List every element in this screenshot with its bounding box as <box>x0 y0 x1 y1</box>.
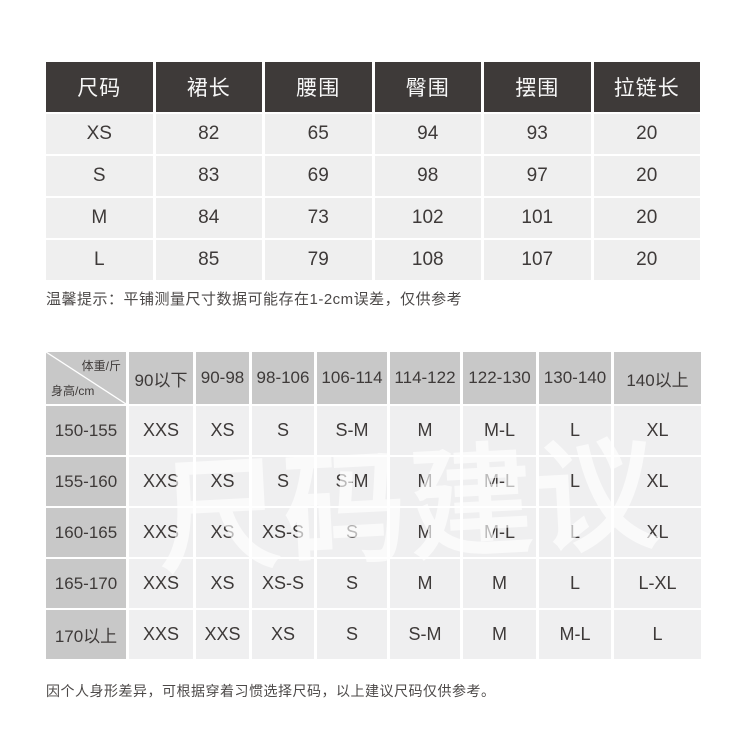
table-cell: 107 <box>484 240 591 280</box>
size-cell: XXS <box>129 457 193 506</box>
size-cell: S <box>317 610 387 659</box>
table-cell: 73 <box>265 198 372 238</box>
size-cell: XS <box>252 610 314 659</box>
table-cell: 93 <box>484 114 591 154</box>
size-cell: XXS <box>129 610 193 659</box>
table-cell: 69 <box>265 156 372 196</box>
weight-header: 114-122 <box>390 352 460 404</box>
corner-header-cell: 体重/斤 身高/cm <box>46 352 126 404</box>
measurement-header-hip: 臀围 <box>374 62 481 112</box>
height-row-header: 165-170 <box>46 559 126 608</box>
diagonal-divider-line <box>46 352 126 404</box>
size-cell: XS <box>196 559 249 608</box>
weight-header: 90以下 <box>129 352 193 404</box>
size-cell: XXS <box>129 508 193 557</box>
size-cell: XL <box>614 457 701 506</box>
size-cell: S-M <box>317 457 387 506</box>
weight-header: 98-106 <box>252 352 314 404</box>
size-cell: XL <box>614 406 701 455</box>
size-cell: L <box>539 406 611 455</box>
footnote: 因个人身形差异，可根据穿着习惯选择尺码，以上建议尺码仅供参考。 <box>46 683 496 699</box>
size-cell: S-M <box>317 406 387 455</box>
table-cell: 20 <box>593 198 700 238</box>
height-row-header: 160-165 <box>46 508 126 557</box>
table-cell: 79 <box>265 240 372 280</box>
measurement-header-size: 尺码 <box>46 62 153 112</box>
corner-height-label: 身高/cm <box>51 384 95 398</box>
measurement-table: 尺码 裙长 腰围 臀围 摆围 拉链长 XS 82 65 94 93 20 S 8… <box>46 62 700 280</box>
measurement-header-waist: 腰围 <box>265 62 372 112</box>
size-cell: M <box>463 559 536 608</box>
size-cell: XS-S <box>252 559 314 608</box>
size-cell: M-L <box>463 457 536 506</box>
size-cell: M-L <box>463 406 536 455</box>
size-cell: M <box>390 406 460 455</box>
table-cell: 102 <box>374 198 481 238</box>
size-cell: M-L <box>539 610 611 659</box>
weight-header: 122-130 <box>463 352 536 404</box>
size-cell: L <box>539 457 611 506</box>
table-cell: M <box>46 198 153 238</box>
size-cell: L-XL <box>614 559 701 608</box>
size-suggestion-table: 体重/斤 身高/cm 90以下 90-98 98-106 106-114 114… <box>46 352 701 659</box>
size-cell: XXS <box>129 559 193 608</box>
size-cell: XS-S <box>252 508 314 557</box>
table-cell: 108 <box>374 240 481 280</box>
measurement-header-skirt-length: 裙长 <box>155 62 262 112</box>
table-cell: 97 <box>484 156 591 196</box>
table-cell: 84 <box>155 198 262 238</box>
weight-header: 140以上 <box>614 352 701 404</box>
table-cell: S <box>46 156 153 196</box>
table-cell: L <box>46 240 153 280</box>
weight-header: 90-98 <box>196 352 249 404</box>
size-cell: L <box>614 610 701 659</box>
table-cell: 83 <box>155 156 262 196</box>
size-cell: S-M <box>390 610 460 659</box>
table-cell: 101 <box>484 198 591 238</box>
size-cell: XS <box>196 457 249 506</box>
table-cell: 85 <box>155 240 262 280</box>
size-cell: L <box>539 508 611 557</box>
table-cell: 20 <box>593 240 700 280</box>
measurement-header-hem: 摆围 <box>484 62 591 112</box>
size-cell: L <box>539 559 611 608</box>
size-cell: M <box>463 610 536 659</box>
size-cell: S <box>317 559 387 608</box>
table-cell: 65 <box>265 114 372 154</box>
table-cell: 98 <box>374 156 481 196</box>
height-row-header: 170以上 <box>46 610 126 659</box>
size-cell: XL <box>614 508 701 557</box>
size-cell: XXS <box>129 406 193 455</box>
size-cell: S <box>252 406 314 455</box>
measurement-header-zipper: 拉链长 <box>593 62 700 112</box>
size-cell: XXS <box>196 610 249 659</box>
height-row-header: 150-155 <box>46 406 126 455</box>
size-cell: M-L <box>463 508 536 557</box>
corner-weight-label: 体重/斤 <box>81 359 121 373</box>
weight-header: 130-140 <box>539 352 611 404</box>
weight-header: 106-114 <box>317 352 387 404</box>
size-cell: S <box>252 457 314 506</box>
size-cell: M <box>390 508 460 557</box>
size-cell: XS <box>196 508 249 557</box>
height-row-header: 155-160 <box>46 457 126 506</box>
table-cell: 94 <box>374 114 481 154</box>
size-cell: S <box>317 508 387 557</box>
table-cell: 20 <box>593 156 700 196</box>
size-cell: M <box>390 559 460 608</box>
measurement-tip: 温馨提示：平铺测量尺寸数据可能存在1-2cm误差，仅供参考 <box>46 291 463 308</box>
table-cell: 82 <box>155 114 262 154</box>
size-cell: M <box>390 457 460 506</box>
table-cell: 20 <box>593 114 700 154</box>
size-cell: XS <box>196 406 249 455</box>
table-cell: XS <box>46 114 153 154</box>
